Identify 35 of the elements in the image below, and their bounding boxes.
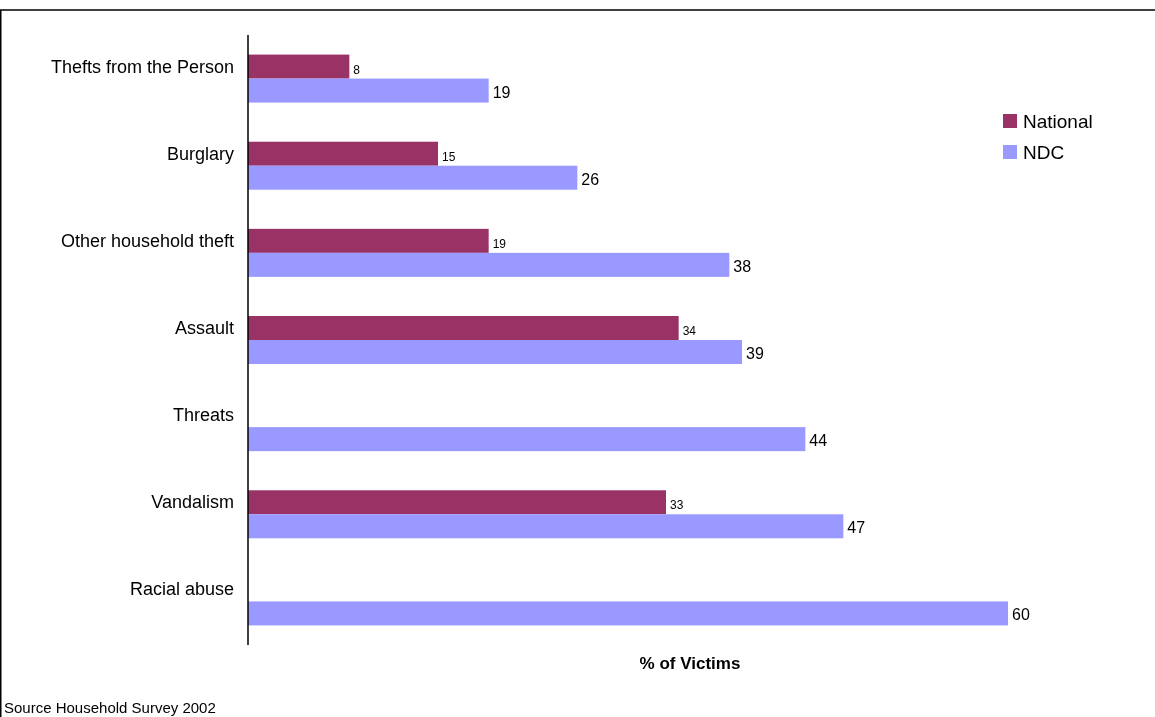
data-label: 34 [682, 324, 697, 338]
bar [248, 427, 806, 452]
data-label: 39 [746, 345, 764, 362]
y-tick-label: Threats [172, 405, 234, 426]
bar [248, 490, 666, 515]
y-tick-label: Other household theft [60, 230, 234, 251]
bar [248, 601, 1008, 626]
data-label: 38 [733, 257, 752, 275]
bar [248, 340, 742, 364]
data-label: 15 [442, 149, 456, 164]
y-tick-label: Vandalism [151, 492, 234, 513]
data-label: 44 [809, 432, 828, 450]
bar [248, 228, 489, 253]
bar [248, 316, 679, 340]
data-label: 47 [847, 519, 866, 537]
x-axis-title: % of Victims [639, 654, 741, 673]
bar [248, 141, 438, 166]
bar [248, 165, 578, 190]
data-label: 33 [670, 498, 684, 513]
legend-label: NDC [1023, 142, 1065, 163]
data-label: 19 [492, 83, 511, 101]
data-label: 60 [1012, 606, 1030, 624]
y-tick-label: Racial abuse [129, 579, 234, 600]
y-tick-label: Thefts from the Person [50, 56, 234, 77]
legend-label: National [1023, 111, 1093, 132]
data-label: 8 [353, 62, 361, 77]
data-label: 19 [492, 236, 507, 251]
bar [248, 252, 730, 277]
source-note: Source Household Survey 2002 [4, 699, 216, 716]
bar [248, 514, 844, 539]
y-tick-label: Assault [174, 318, 234, 338]
data-label: 26 [581, 170, 600, 188]
y-tick-label: Burglary [166, 143, 234, 164]
bar [248, 78, 489, 103]
bar [248, 54, 350, 79]
